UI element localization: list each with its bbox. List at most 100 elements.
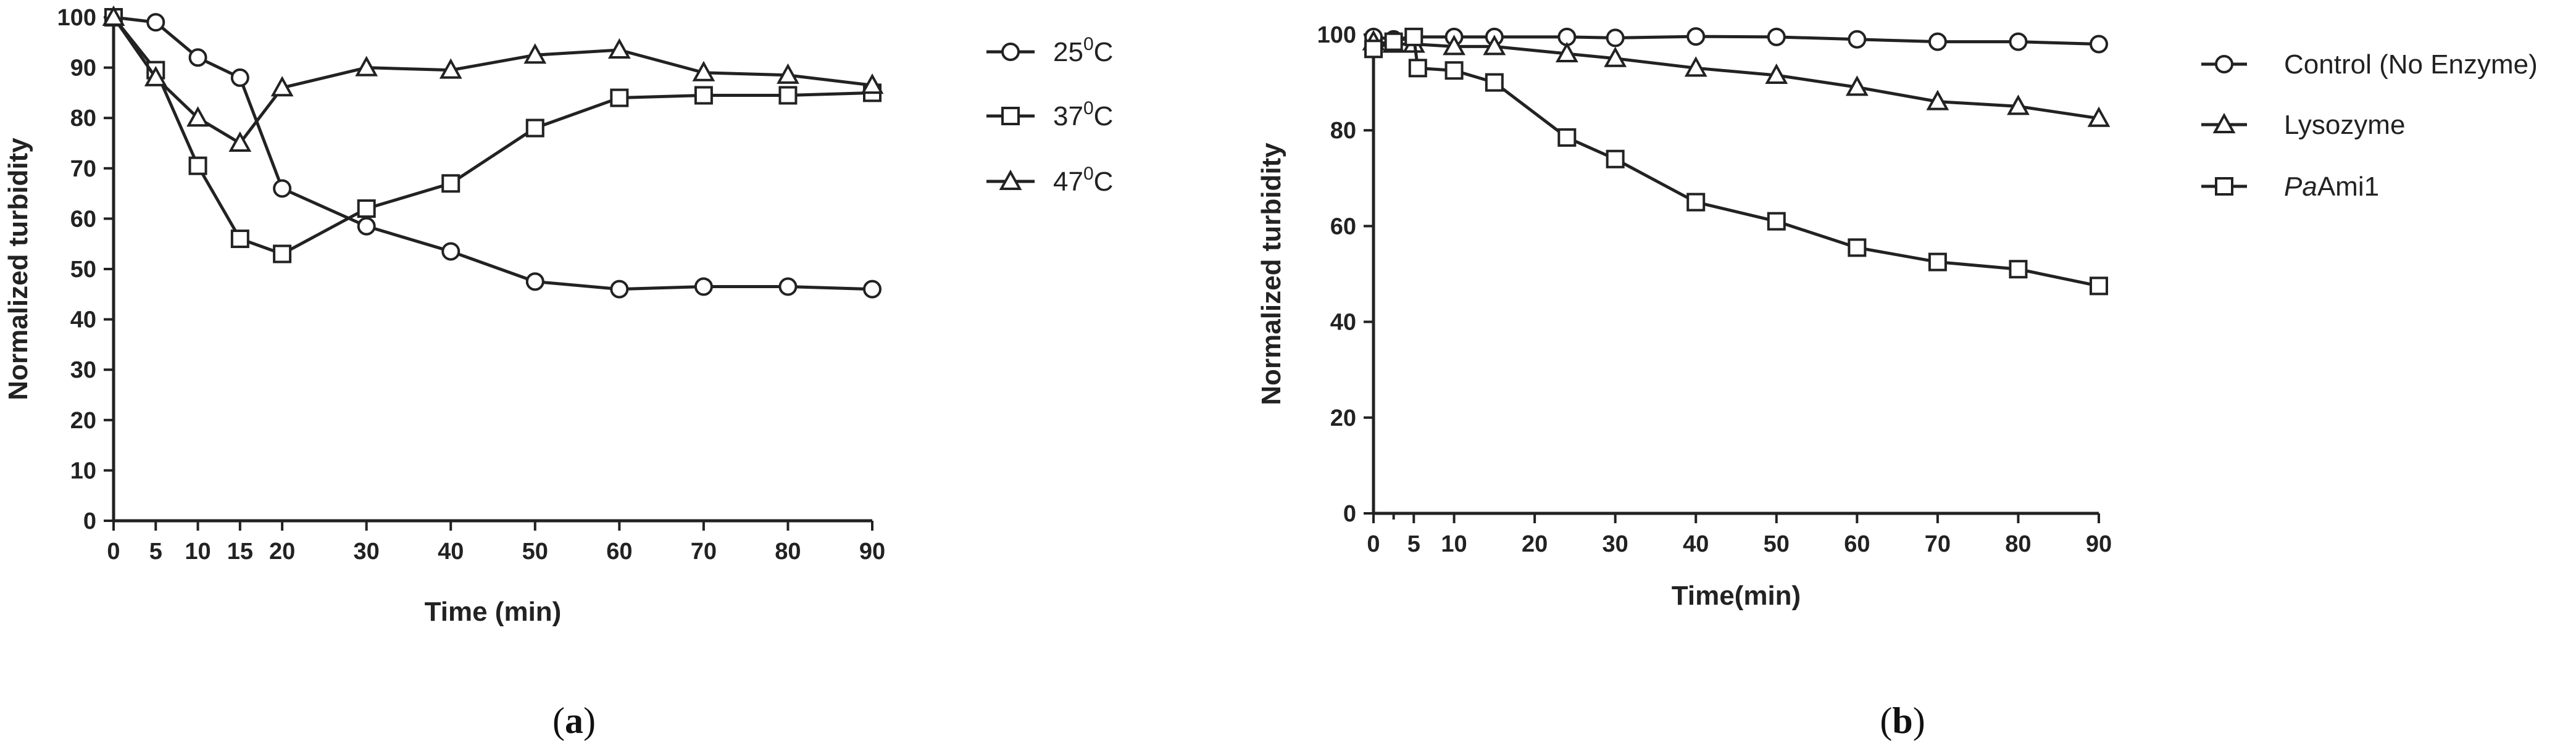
- legend-marker: [1001, 43, 1020, 61]
- x-tick-label: 80: [2005, 531, 2031, 557]
- legend-entry-1: Control (No Enzyme): [2201, 49, 2538, 80]
- y-tick-label: 20: [70, 408, 96, 434]
- y-tick-label: 70: [70, 156, 96, 182]
- panel-label: (b): [1880, 700, 1925, 741]
- x-tick-label: 90: [2086, 531, 2112, 557]
- x-tick-label: 30: [1603, 531, 1628, 557]
- data-point-series-2: [694, 86, 713, 105]
- data-point-series-1: [610, 280, 629, 299]
- panel-label: (a): [552, 700, 596, 741]
- data-point-series-1: [525, 272, 544, 291]
- data-point-series-2: [441, 174, 461, 193]
- legend-label: Lysozyme: [2284, 110, 2405, 140]
- data-point-series-1: [1848, 30, 1867, 49]
- data-point-series-3: [1767, 212, 1786, 231]
- data-point-series-1: [2009, 32, 2028, 51]
- x-tick-label: 80: [775, 539, 801, 565]
- y-tick-label: 60: [1330, 213, 1356, 239]
- data-point-series-2: [525, 118, 544, 138]
- x-tick-label: 0: [1367, 531, 1380, 557]
- data-point-series-1: [1686, 27, 1706, 46]
- data-point-series-3: [186, 106, 209, 127]
- data-point-series-1: [778, 277, 798, 296]
- data-point-series-1: [863, 280, 882, 299]
- x-tick-label: 70: [691, 539, 717, 565]
- x-tick-label: 40: [1683, 531, 1709, 557]
- data-point-series-2: [230, 230, 249, 249]
- x-tick-label: 90: [859, 539, 885, 565]
- y-tick-label: 100: [1317, 22, 1356, 48]
- data-point-series-3: [777, 63, 799, 84]
- x-tick-label: 70: [1925, 531, 1951, 557]
- data-point-series-2: [778, 86, 798, 105]
- x-tick-label: 20: [269, 539, 295, 565]
- data-point-series-3: [1404, 27, 1423, 46]
- y-tick-label: 30: [70, 357, 96, 383]
- data-point-series-2: [1926, 89, 1949, 110]
- series-line-3: [112, 16, 873, 145]
- data-point-series-2: [1604, 46, 1627, 67]
- x-tick-label: 10: [185, 539, 210, 565]
- data-point-series-2: [2007, 94, 2030, 115]
- data-point-series-3: [2009, 260, 2028, 279]
- data-point-series-2: [610, 88, 629, 107]
- x-tick-label: 20: [1522, 531, 1548, 557]
- x-tick-label: 60: [606, 539, 632, 565]
- y-tick-label: 20: [1330, 405, 1356, 431]
- data-point-series-3: [1444, 61, 1464, 80]
- x-tick-label: 60: [1844, 531, 1870, 557]
- y-tick-label: 0: [83, 508, 96, 534]
- legend-marker: [2215, 55, 2233, 73]
- data-point-series-1: [230, 68, 249, 87]
- data-point-series-3: [1686, 193, 1706, 212]
- legend-entry-2: Lysozyme: [2201, 110, 2405, 140]
- data-point-series-2: [2087, 106, 2111, 127]
- data-point-series-3: [102, 5, 125, 26]
- y-tick-label: 80: [1330, 118, 1356, 144]
- data-point-series-2: [273, 244, 292, 263]
- x-tick-label: 40: [438, 539, 464, 565]
- x-tick-label: 30: [354, 539, 380, 565]
- x-tick-label: 5: [149, 539, 162, 565]
- data-point-series-1: [694, 277, 713, 296]
- y-tick-label: 100: [57, 5, 96, 31]
- data-point-series-1: [441, 242, 461, 261]
- legend-marker: [999, 169, 1022, 190]
- legend-marker: [1001, 107, 1020, 125]
- y-axis-title: Normalized turbidity: [3, 138, 33, 400]
- data-point-series-2: [1443, 35, 1465, 56]
- data-point-series-3: [1485, 73, 1504, 92]
- legend-label: 370C: [1053, 98, 1113, 131]
- data-point-series-3: [2090, 276, 2108, 296]
- y-tick-label: 60: [70, 206, 96, 232]
- data-point-series-2: [1765, 63, 1788, 84]
- legend-marker: [2212, 112, 2236, 133]
- data-point-series-3: [692, 60, 715, 81]
- y-tick-label: 50: [70, 257, 96, 283]
- data-point-series-3: [1928, 252, 1947, 271]
- x-tick-label: 0: [107, 539, 120, 565]
- data-point-series-3: [1848, 238, 1867, 257]
- x-tick-label: 50: [522, 539, 548, 565]
- legend-label: PaAmi1: [2284, 172, 2379, 202]
- legend-entry-3: PaAmi1: [2201, 172, 2379, 202]
- y-tick-label: 90: [70, 56, 96, 81]
- data-point-series-3: [144, 65, 167, 86]
- data-point-series-2: [357, 199, 376, 218]
- data-point-series-1: [357, 217, 376, 236]
- data-point-series-3: [1606, 149, 1625, 168]
- data-point-series-3: [228, 131, 252, 152]
- y-tick-label: 40: [70, 307, 96, 333]
- x-axis-title: Time (min): [425, 597, 562, 627]
- x-tick-label: 15: [227, 539, 253, 565]
- data-point-series-3: [1408, 59, 1427, 78]
- x-tick-label: 10: [1441, 531, 1467, 557]
- data-point-series-3: [1384, 32, 1403, 51]
- series-line-2: [112, 16, 873, 256]
- y-tick-label: 40: [1330, 310, 1356, 336]
- y-tick-label: 10: [70, 458, 96, 484]
- legend-entry-3: 470C: [986, 164, 1113, 197]
- data-point-series-3: [1364, 39, 1383, 59]
- data-point-series-1: [146, 13, 165, 32]
